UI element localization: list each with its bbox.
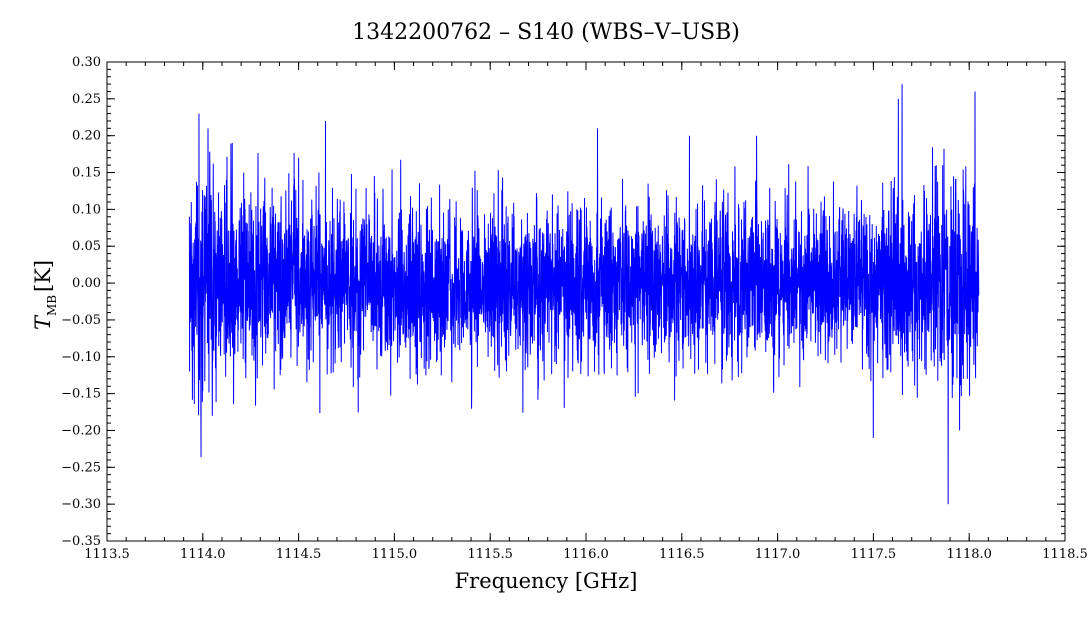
x-tick-label: 1115.0 — [372, 547, 418, 562]
x-tick-label: 1114.0 — [180, 547, 226, 562]
x-tick-label: 1114.5 — [276, 547, 322, 562]
y-tick-label: −0.05 — [61, 313, 101, 328]
x-axis-label: Frequency [GHz] — [455, 569, 638, 593]
x-tick-label: 1118.5 — [1042, 547, 1088, 562]
series-group — [188, 84, 980, 505]
spectrum-line — [188, 84, 980, 505]
plot-frame — [106, 61, 1066, 542]
y-tick-label: −0.35 — [61, 534, 101, 549]
y-tick-label: −0.15 — [61, 387, 101, 402]
y-tick-label: 0.25 — [72, 92, 101, 107]
y-tick-label: 0.00 — [72, 276, 101, 291]
y-axis-label: T MB [K] — [31, 260, 59, 330]
y-tick-label: −0.30 — [61, 497, 101, 512]
y-tick-label: −0.10 — [61, 350, 101, 365]
x-tick-label: 1113.5 — [84, 547, 130, 562]
x-tick-label: 1116.5 — [659, 547, 705, 562]
y-axis-label-main: T — [31, 314, 55, 330]
x-tick-label: 1116.0 — [563, 547, 609, 562]
y-tick-label: −0.25 — [61, 460, 101, 475]
y-axis-label-unit: [K] — [31, 260, 55, 292]
x-tick-label: 1117.5 — [851, 547, 897, 562]
y-tick-label: 0.30 — [72, 55, 101, 70]
y-tick-label: 0.05 — [72, 239, 101, 254]
x-axis: 1113.5 1114.0 1114.5 1115.0 1115.5 1116.0 1116… — [84, 62, 1088, 562]
y-tick-label: 0.15 — [72, 166, 101, 181]
x-tick-label: 1118.0 — [946, 547, 992, 562]
y-axis-label-sub: MB — [45, 295, 59, 316]
x-tick-label: 1115.5 — [467, 547, 513, 562]
y-tick-label: 0.10 — [72, 202, 101, 217]
chart-title: 1342200762 – S140 (WBS–V–USB) — [352, 20, 740, 45]
y-tick-label: 0.20 — [72, 129, 101, 144]
x-tick-label: 1117.0 — [755, 547, 801, 562]
y-axis: 0.30 0.25 0.20 0.15 0.10 0.05 0.00 −0.05 −0.10 −0… — [61, 55, 1065, 549]
y-tick-label: −0.20 — [61, 423, 101, 438]
